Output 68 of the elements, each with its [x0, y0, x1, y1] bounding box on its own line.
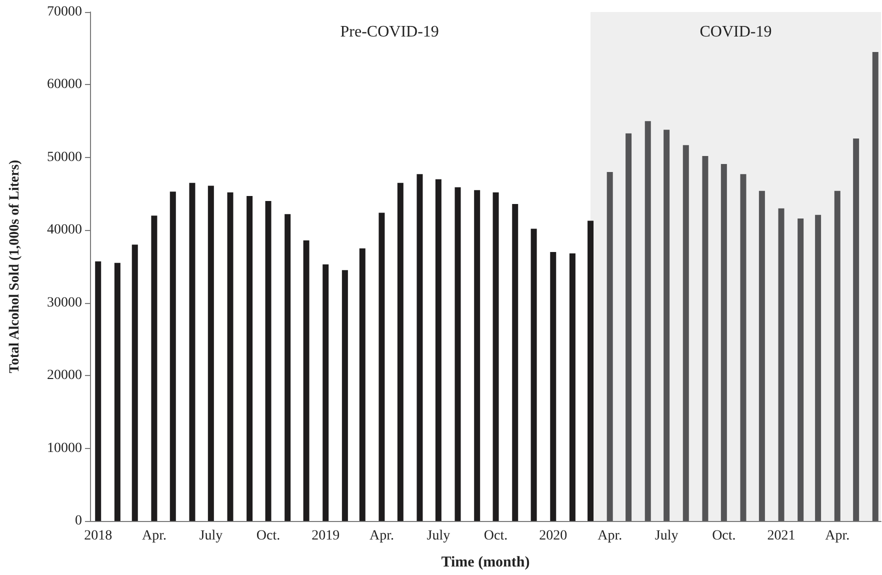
bar [114, 262, 120, 521]
bar [322, 264, 329, 521]
bar [208, 186, 214, 521]
bar [95, 261, 102, 521]
bar [758, 190, 765, 521]
bar [170, 192, 176, 521]
bar [246, 196, 253, 521]
bar [132, 244, 138, 521]
bar [798, 218, 804, 521]
x-tick-label: Oct. [712, 528, 736, 544]
bar [492, 192, 499, 521]
bar [359, 248, 366, 521]
y-tick-label: 10000 [47, 440, 82, 456]
bar [189, 182, 196, 521]
bar [454, 187, 461, 521]
bar [378, 212, 385, 521]
bar [588, 220, 594, 521]
bar [853, 138, 860, 521]
x-tick-label: Oct. [484, 528, 508, 544]
y-axis-title: Total Alcohol Sold (1,000s of Liters) [8, 159, 22, 374]
annotation: Pre-COVID-19 [340, 24, 439, 40]
bar [397, 182, 404, 521]
x-tick-label: 2019 [312, 528, 340, 544]
x-tick-label: Apr. [142, 528, 166, 544]
bar [778, 208, 784, 521]
x-tick-label: Oct. [256, 528, 280, 544]
bar [416, 174, 423, 521]
y-tick-label: 40000 [47, 222, 82, 238]
y-tick-label: 30000 [47, 295, 82, 310]
bar [702, 156, 708, 521]
y-tick-label: 70000 [47, 4, 82, 20]
x-axis-title: Time (month) [441, 554, 530, 570]
band-label: COVID-19 [700, 24, 772, 40]
bar [265, 201, 272, 521]
x-tick-label: 2021 [767, 528, 796, 544]
bar [626, 133, 632, 521]
bar [435, 179, 442, 521]
bar [815, 214, 822, 521]
y-tick-label: 0 [75, 514, 82, 528]
bar [474, 190, 480, 521]
bar [151, 216, 158, 521]
bar [606, 172, 613, 521]
bar [550, 252, 556, 521]
x-tick-label: Apr. [369, 528, 394, 544]
bar [530, 228, 537, 521]
bar [720, 164, 727, 521]
x-tick-label: Apr. [825, 528, 850, 544]
x-tick-label: July [426, 528, 450, 544]
bar [227, 192, 234, 521]
bar [569, 253, 576, 521]
bar [872, 52, 878, 521]
bar [342, 270, 348, 521]
x-tick-label: July [199, 528, 223, 544]
bar [644, 121, 651, 521]
y-tick-label: 20000 [47, 368, 82, 384]
bar [664, 130, 670, 521]
x-tick-label: Apr. [598, 528, 622, 544]
bar [303, 240, 310, 521]
y-tick-label: 60000 [47, 77, 82, 92]
bar [740, 174, 746, 521]
bar [682, 145, 689, 521]
bar [834, 190, 840, 521]
x-tick-label: July [654, 528, 678, 544]
x-tick-label: 2018 [84, 528, 112, 544]
bar [284, 214, 291, 521]
y-tick-label: 50000 [47, 150, 82, 165]
bar [512, 204, 518, 521]
x-tick-label: 2020 [539, 528, 568, 544]
